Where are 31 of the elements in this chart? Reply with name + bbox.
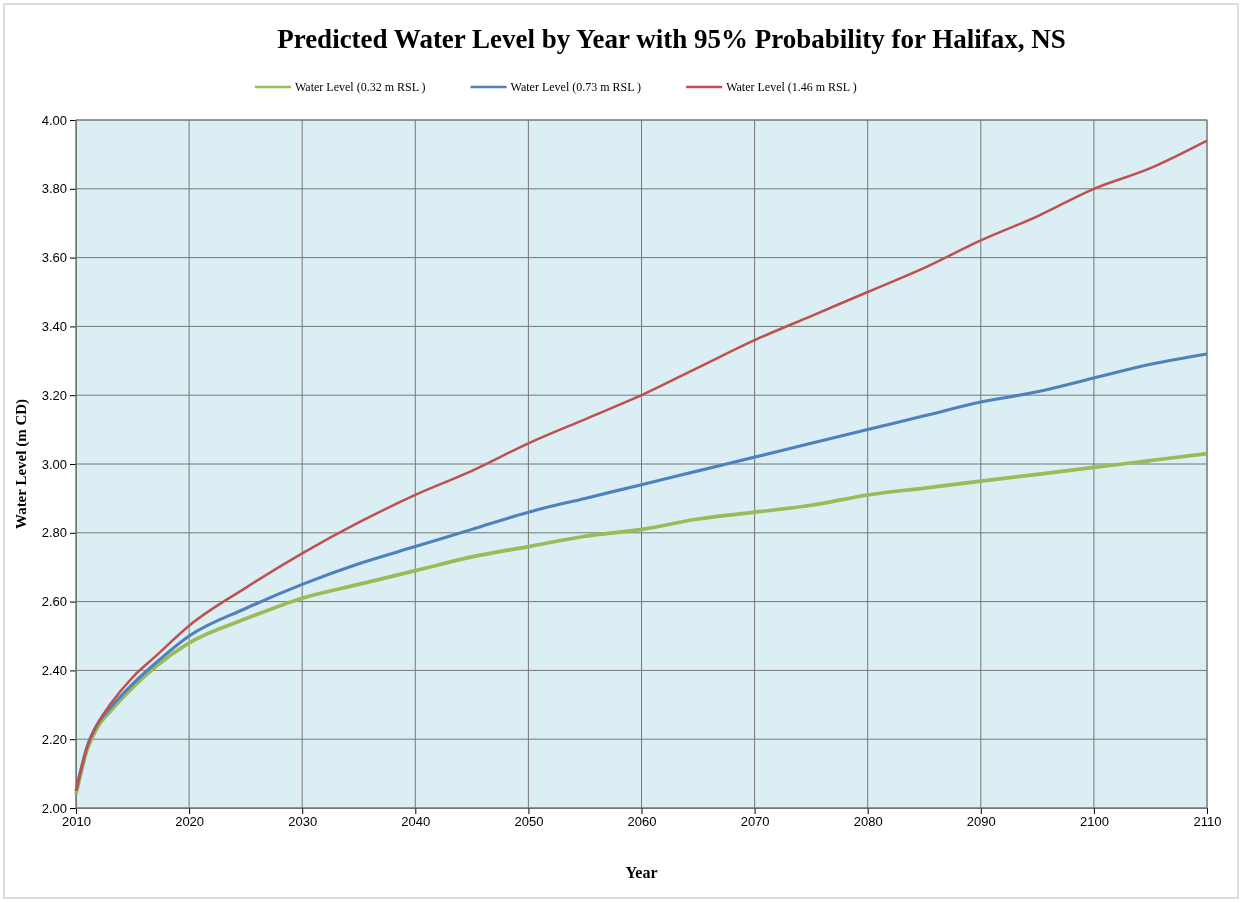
x-tick-label: 2020 [175, 814, 205, 830]
y-tick-label: 3.40 [41, 319, 67, 335]
y-tick-label: 2.40 [41, 663, 67, 679]
x-tick-label: 2050 [514, 814, 544, 830]
chart-title: Predicted Water Level by Year with 95% Probability for Halifax, NS [277, 24, 1066, 54]
x-axis-title: Year [625, 864, 658, 881]
y-tick-label: 3.00 [41, 456, 67, 472]
x-tick-label: 2100 [1079, 814, 1109, 830]
line-series [74, 451, 1209, 797]
legend-label: Water Level (1.46 m RSL ) [726, 80, 857, 94]
x-tick-label: 2090 [966, 814, 996, 830]
x-tick-label: 2030 [288, 814, 318, 830]
y-tick-label: 3.80 [41, 181, 67, 197]
y-tick-label: 4.00 [41, 112, 67, 128]
legend-label: Water Level (0.32 m RSL ) [295, 80, 426, 94]
y-tick-label: 3.20 [41, 387, 67, 403]
line-series [74, 139, 1209, 793]
y-tick-label: 2.60 [41, 594, 67, 610]
y-tick-label: 2.80 [41, 525, 67, 541]
x-tick-label: 2010 [62, 814, 91, 830]
x-tick-label: 2080 [853, 814, 883, 830]
x-tick-label: 2070 [740, 814, 770, 830]
x-tick-label: 2040 [401, 814, 431, 830]
y-tick-label: 2.00 [41, 800, 67, 816]
x-tick-label: 2060 [627, 814, 657, 830]
y-tick-label: 2.20 [41, 731, 67, 747]
y-tick-label: 3.60 [41, 250, 67, 266]
x-tick-label: 2110 [1193, 814, 1222, 830]
line-series [74, 352, 1209, 793]
y-axis-title: Water Level (m CD) [13, 398, 30, 530]
legend-label: Water Level (0.73 m RSL ) [510, 80, 642, 94]
